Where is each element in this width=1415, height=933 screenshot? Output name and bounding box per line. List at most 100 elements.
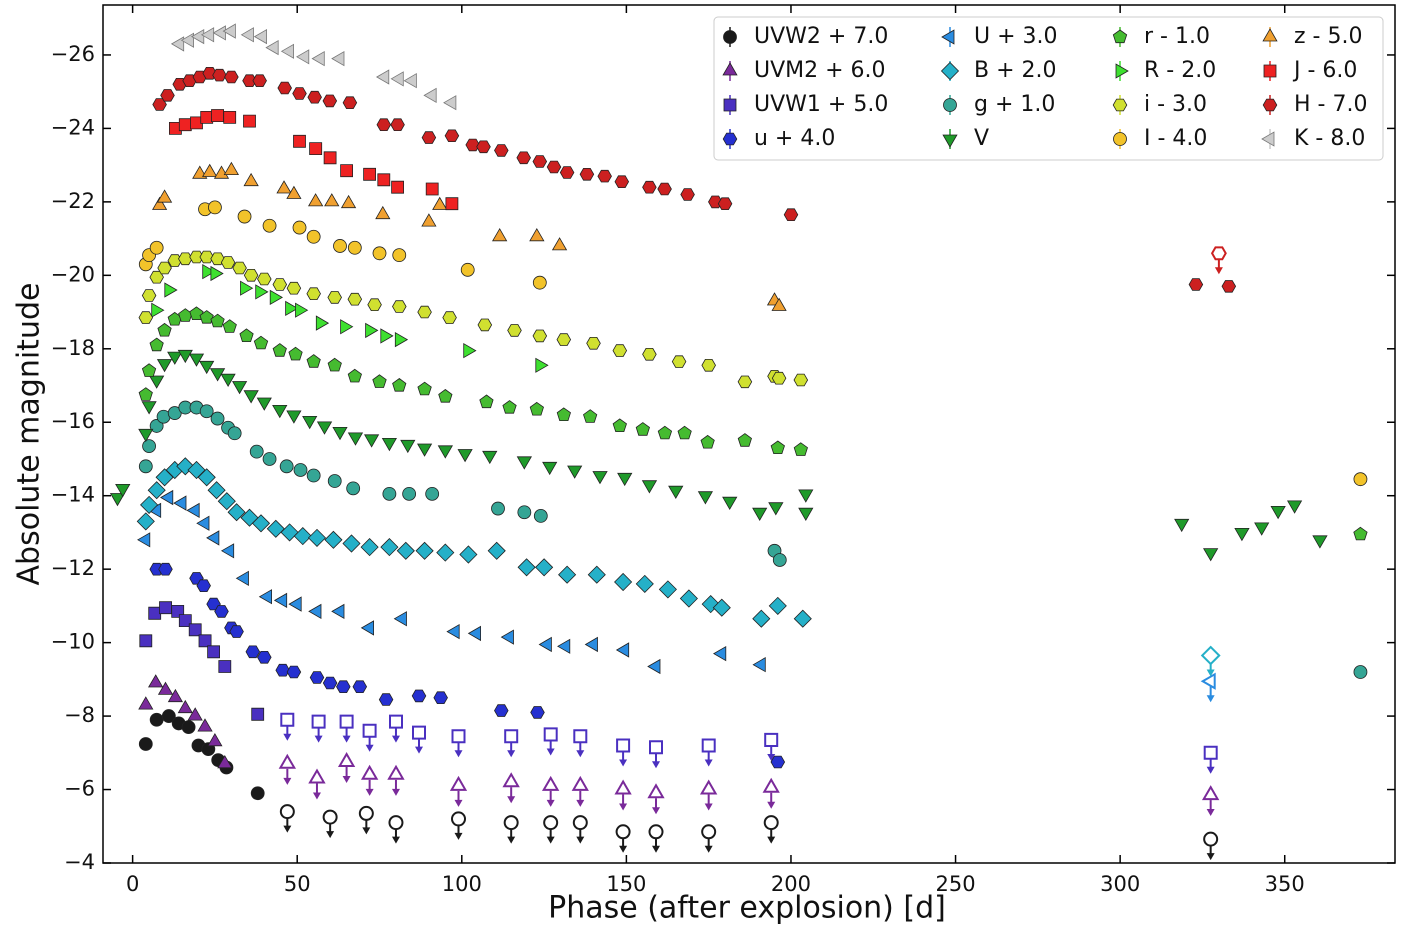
marker (597, 169, 612, 183)
upper-limit (699, 779, 718, 811)
limit-arrow-head (546, 799, 555, 807)
marker (210, 252, 225, 266)
marker (286, 410, 302, 424)
marker (316, 421, 333, 435)
marker (587, 565, 606, 584)
marker (649, 740, 663, 755)
marker (668, 485, 684, 499)
marker (391, 180, 405, 194)
marker (717, 197, 733, 211)
marker (1312, 535, 1328, 549)
y-tick-label: −20 (51, 262, 95, 286)
marker (372, 246, 387, 261)
marker (635, 422, 650, 436)
limit-arrow-head (704, 759, 713, 767)
marker (148, 606, 162, 620)
marker (1203, 745, 1218, 760)
marker (288, 596, 302, 612)
marker (250, 786, 265, 801)
marker (311, 714, 326, 729)
limit-arrow-head (619, 759, 628, 767)
marker (358, 805, 374, 821)
marker (1254, 522, 1270, 536)
marker (136, 532, 151, 548)
marker (712, 598, 731, 617)
marker (572, 815, 588, 831)
marker (543, 815, 559, 831)
marker (783, 208, 799, 222)
marker (1200, 672, 1216, 690)
upper-limit (449, 775, 468, 807)
marker (444, 129, 460, 143)
marker (227, 503, 246, 522)
marker (279, 459, 294, 474)
marker (207, 645, 221, 659)
marker (277, 81, 292, 95)
marker (502, 400, 517, 414)
marker (149, 712, 164, 727)
marker (189, 250, 204, 264)
marker (752, 657, 766, 673)
upper-limit (1201, 785, 1220, 817)
marker (212, 25, 226, 41)
limit-arrow-head (1206, 669, 1215, 677)
upper-limit (278, 753, 297, 785)
marker (210, 265, 224, 282)
marker (306, 229, 321, 244)
marker (532, 275, 547, 290)
marker (615, 642, 630, 658)
marker (503, 815, 519, 831)
marker (160, 489, 174, 506)
marker (149, 240, 164, 255)
marker (532, 155, 548, 168)
upper-limit (614, 779, 632, 811)
x-tick-label: 250 (936, 872, 976, 896)
series (138, 306, 1368, 541)
legend-marker (1262, 98, 1278, 112)
marker (178, 614, 192, 627)
marker (322, 676, 338, 690)
marker (1210, 246, 1227, 261)
upper-limit (389, 714, 403, 743)
legend-label: u + 4.0 (754, 126, 835, 151)
legend-marker (723, 98, 737, 112)
marker (280, 43, 295, 59)
upper-limit (451, 729, 466, 758)
y-tick-label: −18 (51, 336, 95, 360)
marker (387, 764, 405, 780)
upper-limit (1203, 831, 1219, 861)
limit-arrow-head (652, 761, 661, 769)
legend-marker (940, 61, 960, 81)
marker (347, 368, 362, 383)
upper-limit (360, 764, 379, 796)
marker (253, 29, 268, 45)
marker (648, 824, 664, 840)
y-tick-label: −8 (64, 703, 95, 727)
marker (1287, 500, 1303, 514)
marker (438, 389, 453, 403)
marker (232, 381, 248, 395)
marker (339, 714, 354, 729)
marker (164, 282, 178, 298)
marker (188, 623, 202, 637)
marker (700, 434, 715, 449)
marker (253, 335, 269, 350)
marker (257, 651, 272, 664)
marker (459, 545, 478, 564)
marker (642, 347, 657, 361)
marker (641, 480, 658, 494)
limit-arrow-head (314, 735, 323, 743)
legend-label: UVW1 + 5.0 (754, 92, 888, 117)
limit-arrow-head (1206, 809, 1215, 817)
limit-arrow-head (454, 750, 463, 758)
marker (159, 601, 173, 615)
limit-arrow-head (326, 831, 335, 839)
y-axis-label: Absolute magnitude (12, 283, 47, 586)
upper-limit (573, 729, 588, 758)
marker (324, 530, 343, 549)
marker (243, 172, 259, 187)
marker (762, 777, 780, 793)
marker (390, 71, 404, 87)
legend-label: B + 2.0 (974, 58, 1057, 83)
marker (232, 261, 247, 275)
